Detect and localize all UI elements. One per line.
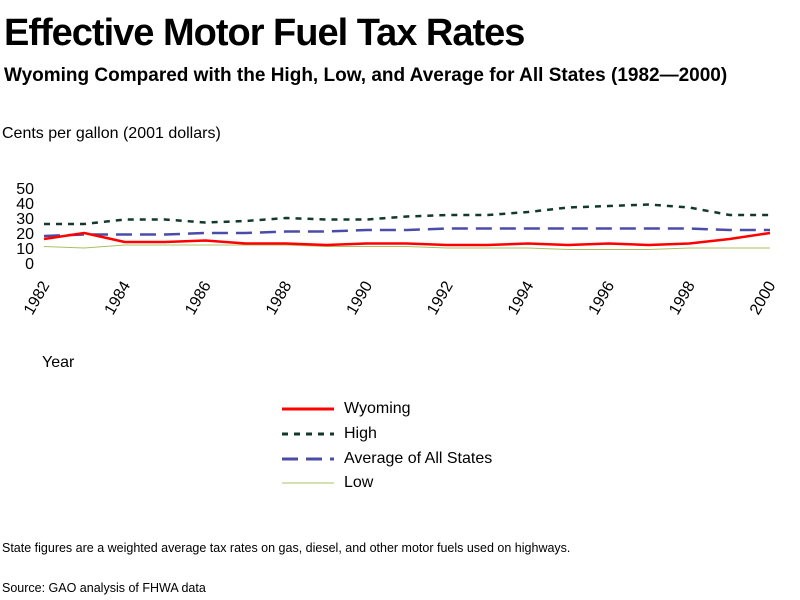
x-tick-label-2000: 2000 [747,278,780,317]
legend-item-wyoming: Wyoming [282,397,492,422]
x-tick-label-1986: 1986 [182,278,215,317]
series-line-wyoming [43,231,771,247]
legend-label-average: Average of All States [344,449,493,467]
legend-item-high: High [282,422,492,447]
y-axis-unit-label: Cents per gallon (2001 dollars) [2,125,221,142]
x-tick-label-1998: 1998 [666,278,699,317]
legend-label-low: Low [344,474,374,492]
x-tick-label-1992: 1992 [424,278,457,317]
x-tick-label-1994: 1994 [505,278,538,317]
footnote: State figures are a weighted average tax… [2,541,571,555]
legend-item-average: Average of All States [282,446,492,471]
x-tick-label-1990: 1990 [344,278,377,317]
y-tick-label-40: 40 [16,196,34,213]
source-note: Source: GAO analysis of FHWA data [2,581,206,595]
legend-label-wyoming: Wyoming [344,400,411,418]
legend-swatch-average [282,457,334,461]
legend-label-high: High [344,425,377,443]
x-tick-label-1988: 1988 [263,278,296,317]
y-tick-label-30: 30 [16,211,34,228]
x-tick-label-1996: 1996 [586,278,619,317]
y-tick-label-20: 20 [16,226,34,243]
x-tick-label-1984: 1984 [102,278,135,317]
chart-legend: Wyoming High Average of All States Low [282,397,492,496]
y-tick-label-50: 50 [16,181,34,198]
legend-swatch-wyoming [282,407,334,411]
legend-item-low: Low [282,471,492,496]
series-line-low [43,244,770,250]
x-tick-label-1982: 1982 [21,278,54,317]
y-tick-label-0: 0 [25,256,34,273]
series-line-high [44,203,770,226]
chart-subtitle: Wyoming Compared with the High, Low, and… [4,65,728,86]
legend-swatch-low [282,482,334,484]
series-line-average-of-all-states [43,227,770,238]
legend-swatch-high [282,432,334,436]
y-tick-label-10: 10 [16,241,34,258]
x-axis-label: Year [42,354,75,371]
chart-title: Effective Motor Fuel Tax Rates [4,12,525,54]
